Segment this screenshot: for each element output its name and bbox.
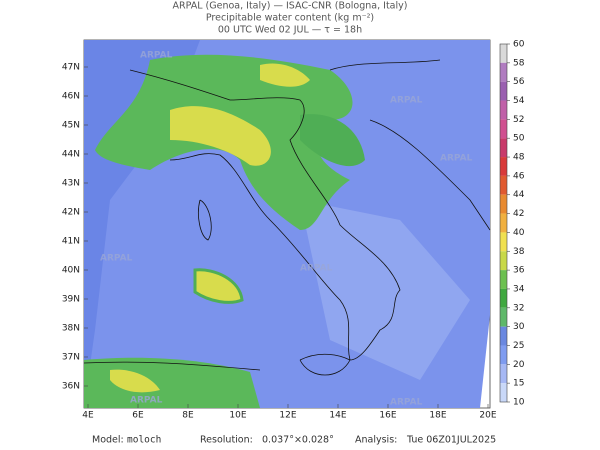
colorbar-segment bbox=[500, 326, 507, 346]
colorbar-label: 48 bbox=[513, 153, 525, 163]
field-area bbox=[110, 369, 160, 393]
colorbar-segment bbox=[500, 307, 507, 327]
field-area bbox=[193, 268, 244, 304]
footer-label: Resolution: bbox=[200, 435, 253, 446]
footer-value: moloch bbox=[127, 435, 161, 446]
longitude-label: 10E bbox=[229, 411, 246, 421]
longitude-label: 8E bbox=[182, 411, 194, 421]
latitude-label: 37N bbox=[62, 353, 80, 363]
latitude-label: 44N bbox=[62, 150, 80, 160]
colorbar-label: 20 bbox=[513, 360, 525, 370]
colorbar-label: 54 bbox=[513, 96, 525, 106]
latitude-label: 38N bbox=[62, 324, 80, 334]
longitude-label: 14E bbox=[329, 411, 346, 421]
longitude-label: 12E bbox=[279, 411, 296, 421]
latitude-label: 47N bbox=[62, 63, 80, 73]
colorbar-label: 30 bbox=[513, 322, 525, 332]
latitude-label: 42N bbox=[62, 208, 80, 218]
colorbar-segment bbox=[500, 270, 507, 289]
latitude-label: 43N bbox=[62, 179, 80, 189]
colorbar-segment bbox=[500, 119, 507, 139]
colorbar-segment bbox=[500, 213, 507, 233]
colorbar-label: 46 bbox=[513, 171, 525, 181]
watermark: ARPAL bbox=[390, 398, 423, 408]
longitude-label: 4E bbox=[82, 411, 94, 421]
latitude-label: 40N bbox=[62, 266, 80, 276]
colorbar-label: 42 bbox=[513, 209, 524, 219]
longitude-label: 6E bbox=[132, 411, 144, 421]
field-area bbox=[260, 63, 310, 87]
field-area bbox=[300, 200, 470, 380]
watermark: ARPAL bbox=[440, 154, 473, 164]
colorbar-label: 38 bbox=[513, 247, 525, 257]
colorbar-label: 58 bbox=[513, 58, 525, 68]
longitude-label: 16E bbox=[379, 411, 396, 421]
latitude-label: 39N bbox=[62, 295, 80, 305]
footer-value: 0.037°×0.028° bbox=[262, 435, 334, 446]
colorbar-label: 10 bbox=[513, 398, 525, 408]
colorbar-label: 50 bbox=[513, 134, 525, 144]
latitude-label: 46N bbox=[62, 92, 80, 102]
colorbar-label: 56 bbox=[513, 77, 525, 87]
latitude-label: 45N bbox=[62, 121, 80, 131]
colorbar-segment bbox=[500, 194, 507, 214]
colorbar-segment bbox=[500, 251, 507, 271]
watermark: ARPAL bbox=[300, 264, 333, 274]
colorbar-segment bbox=[500, 100, 507, 120]
watermark: ARPAL bbox=[390, 96, 423, 106]
colorbar-label: 25 bbox=[513, 341, 524, 351]
watermark: ARPAL bbox=[100, 254, 133, 264]
longitude-label: 20E bbox=[479, 411, 496, 421]
colorbar-segment bbox=[500, 288, 507, 308]
colorbar-segment bbox=[500, 232, 507, 252]
watermark: ARPAL bbox=[140, 51, 173, 61]
colorbar-label: 60 bbox=[513, 40, 525, 50]
colorbar-segment bbox=[500, 364, 507, 384]
field-area bbox=[170, 106, 271, 166]
colorbar-label: 15 bbox=[513, 379, 524, 389]
colorbar-frame bbox=[499, 43, 508, 403]
colorbar-segment bbox=[500, 175, 507, 195]
field-area bbox=[300, 114, 365, 167]
colorbar-label: 40 bbox=[513, 228, 525, 238]
coastline bbox=[83, 59, 491, 376]
latitude-label: 41N bbox=[62, 237, 80, 247]
header-line: ARPAL (Genoa, Italy) — ISAC-CNR (Bologna… bbox=[173, 1, 408, 12]
field-area bbox=[84, 357, 260, 408]
footer-label: Analysis: bbox=[355, 435, 397, 446]
map: ARPAL ARPAL ARPAL ARPAL ARPAL ARPAL ARPA… bbox=[83, 39, 491, 409]
colorbar-segment bbox=[500, 138, 507, 158]
latitude-label: 36N bbox=[62, 382, 80, 392]
colorbar-segment bbox=[500, 157, 507, 176]
colorbar-label: 32 bbox=[513, 303, 524, 313]
footer-label: Model: bbox=[92, 435, 124, 446]
header-line: 00 UTC Wed 02 JUL — τ = 18h bbox=[218, 25, 362, 36]
footer-value: Tue 06Z01JUL2025 bbox=[406, 435, 496, 446]
colorbar-segment bbox=[500, 62, 507, 82]
header-line: Precipitable water content (kg m⁻²) bbox=[206, 13, 374, 24]
colorbar-label: 36 bbox=[513, 266, 525, 276]
colorbar-label: 34 bbox=[513, 284, 525, 294]
colorbar: 60 58 56 54 52 50 48 46 44 42 40 38 36 34 32 30 25 20 15 10 bbox=[499, 40, 525, 408]
colorbar-label: 52 bbox=[513, 115, 524, 125]
colorbar-segment bbox=[500, 81, 507, 101]
colorbar-segment bbox=[500, 44, 507, 63]
watermark: ARPAL bbox=[130, 396, 163, 406]
longitude-label: 18E bbox=[429, 411, 446, 421]
colorbar-segment bbox=[500, 383, 507, 402]
colorbar-label: 44 bbox=[513, 190, 525, 200]
axis-labels: 47N 46N 45N 44N 43N 42N 41N 40N 39N 38N 37N 36N 4E 6E… bbox=[62, 63, 497, 421]
colorbar-segment bbox=[500, 345, 507, 365]
